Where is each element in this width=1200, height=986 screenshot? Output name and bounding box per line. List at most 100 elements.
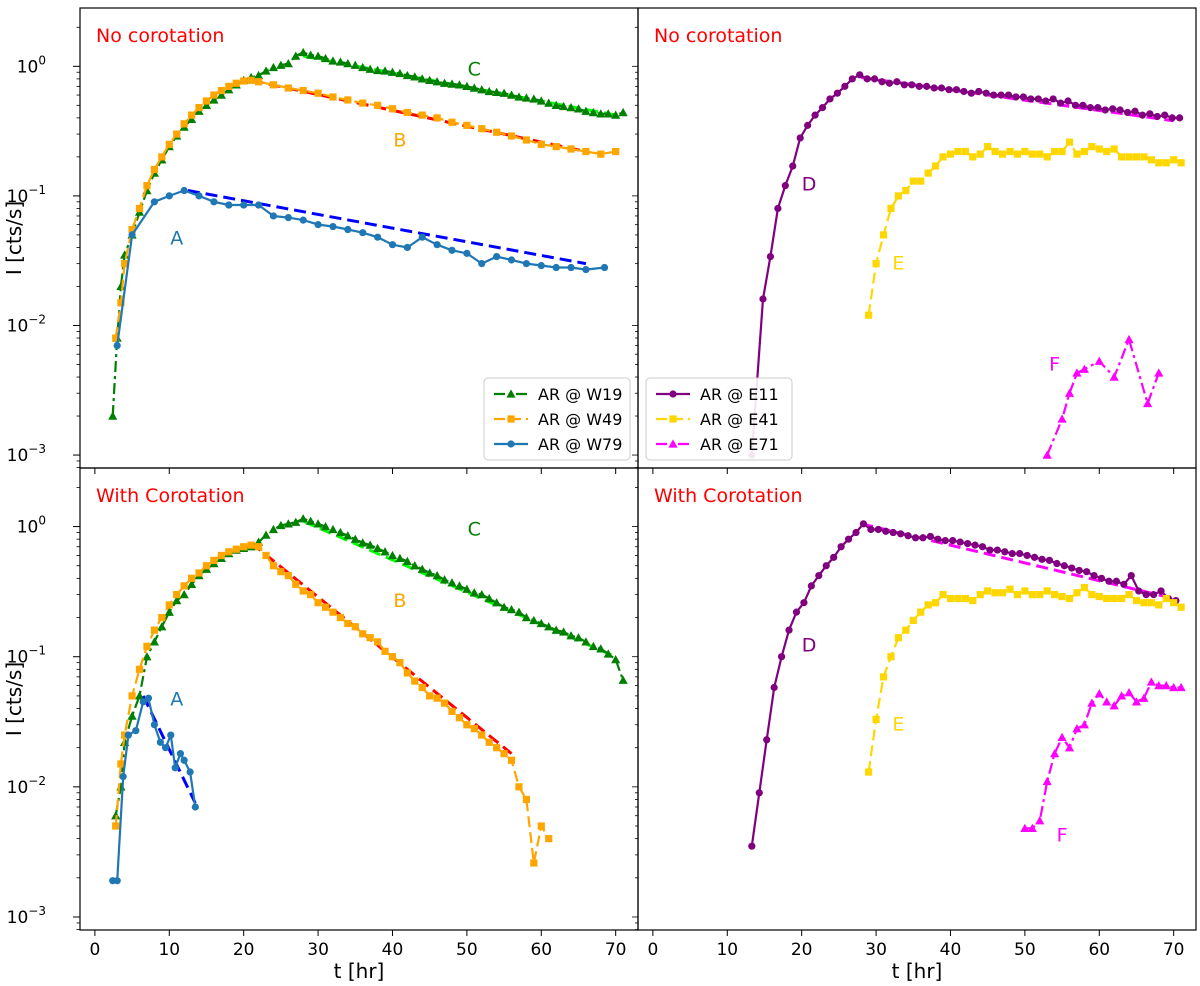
- data-point: [582, 265, 590, 274]
- data-point: [1161, 680, 1171, 690]
- data-point: [202, 97, 211, 105]
- data-point: [417, 74, 427, 83]
- data-point: [1095, 592, 1103, 601]
- data-point: [1090, 571, 1098, 580]
- data-point: [225, 82, 233, 90]
- data-point: [1051, 591, 1059, 599]
- x-tick-label: 20: [233, 940, 255, 960]
- data-point: [870, 75, 879, 83]
- data-point: [522, 260, 531, 268]
- data-point: [874, 525, 882, 534]
- data-point: [112, 822, 120, 830]
- data-point: [954, 594, 962, 603]
- data-point: [1102, 697, 1112, 706]
- data-point: [187, 114, 197, 123]
- data-point: [247, 541, 255, 549]
- data-point: [402, 70, 412, 80]
- data-point: [432, 77, 442, 86]
- data-point: [596, 644, 606, 653]
- data-point: [1109, 372, 1119, 381]
- annotation-b: B: [393, 590, 406, 612]
- data-point: [582, 147, 590, 156]
- data-point: [1072, 368, 1082, 377]
- data-point: [909, 616, 917, 625]
- data-point: [425, 568, 435, 577]
- data-point: [470, 725, 478, 733]
- data-point: [1087, 698, 1097, 707]
- data-point: [374, 101, 382, 109]
- data-point: [201, 100, 212, 109]
- data-point: [124, 731, 132, 739]
- data-point: [997, 91, 1005, 99]
- data-point: [180, 120, 188, 128]
- annotation-d: D: [802, 634, 817, 656]
- data-point: [507, 756, 516, 764]
- data-point: [306, 516, 316, 525]
- data-point: [132, 727, 140, 735]
- series-line: [750, 73, 1180, 456]
- data-point: [1155, 601, 1163, 609]
- data-point: [1131, 697, 1142, 706]
- data-point: [1124, 334, 1134, 344]
- data-point: [872, 715, 880, 723]
- x-tick-label: 10: [716, 940, 738, 960]
- data-point: [960, 87, 968, 96]
- data-point: [439, 575, 450, 584]
- data-point: [1118, 153, 1126, 161]
- data-point: [777, 653, 786, 661]
- data-point: [1004, 91, 1013, 99]
- x-tick-label: 0: [89, 940, 100, 960]
- data-point: [1068, 564, 1076, 572]
- data-point: [499, 88, 509, 97]
- fit-line-1: [250, 78, 587, 153]
- data-point: [796, 134, 804, 142]
- data-point: [879, 673, 888, 681]
- data-point: [1028, 150, 1036, 158]
- data-point: [395, 553, 405, 563]
- data-point: [216, 90, 226, 99]
- data-point: [329, 93, 337, 101]
- data-point: [149, 637, 159, 646]
- data-point: [600, 263, 609, 272]
- data-point: [822, 562, 830, 570]
- data-point: [374, 233, 382, 241]
- legend-marker: [506, 389, 516, 398]
- data-point: [113, 877, 121, 885]
- data-point: [299, 216, 307, 224]
- data-point: [976, 150, 984, 158]
- data-point: [298, 47, 308, 57]
- data-point: [432, 570, 442, 580]
- data-point: [1170, 599, 1178, 607]
- data-point: [143, 182, 151, 190]
- data-point: [897, 530, 905, 538]
- data-point: [306, 50, 316, 59]
- data-point: [1149, 591, 1158, 599]
- data-point: [597, 150, 605, 158]
- data-point: [253, 70, 264, 80]
- data-point: [530, 859, 538, 867]
- data-point: [1045, 556, 1054, 564]
- data-point: [1042, 97, 1050, 105]
- data-point: [915, 82, 923, 90]
- data-point: [1006, 147, 1014, 156]
- data-point: [439, 78, 450, 87]
- data-point: [945, 86, 953, 94]
- data-point: [1109, 701, 1119, 710]
- data-point: [121, 260, 129, 268]
- data-point: [763, 736, 771, 744]
- data-point: [1118, 594, 1126, 603]
- data-point: [978, 543, 987, 551]
- data-point: [165, 601, 173, 609]
- data-point: [314, 89, 322, 97]
- data-point: [344, 225, 352, 234]
- data-point: [240, 543, 248, 551]
- data-point: [433, 114, 441, 122]
- data-point: [202, 562, 211, 570]
- data-point: [961, 594, 969, 603]
- data-point: [329, 222, 337, 231]
- data-point: [108, 411, 118, 420]
- data-point: [969, 153, 977, 161]
- data-point: [374, 638, 382, 646]
- x-tick-label: 70: [605, 940, 627, 960]
